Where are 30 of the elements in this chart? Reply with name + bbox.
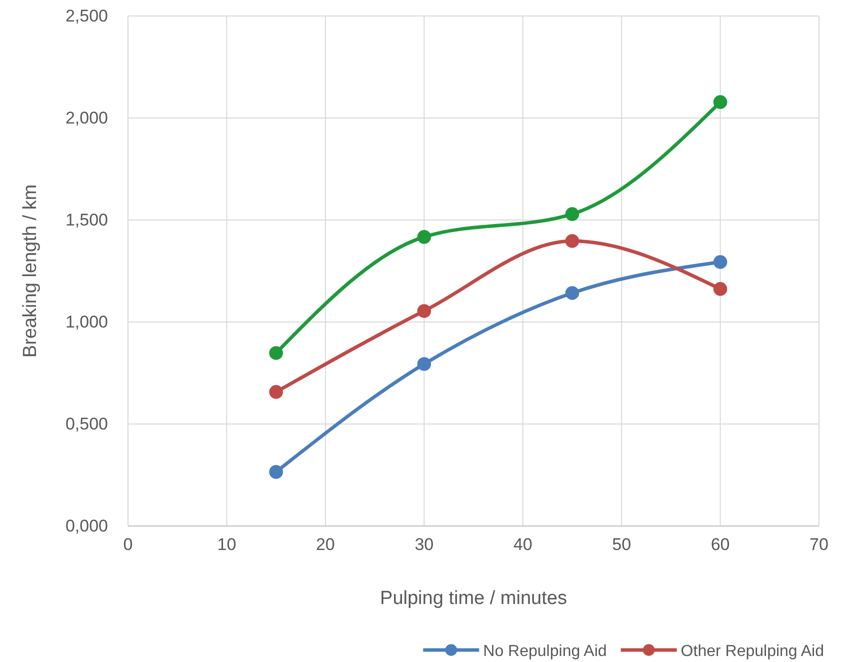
point xyxy=(713,255,728,269)
x-tick-label: 20 xyxy=(316,535,335,554)
x-tick-label: 70 xyxy=(810,535,828,554)
y-tick-label: 1,500 xyxy=(65,210,108,230)
y-tick-label: 0,000 xyxy=(65,516,108,536)
y-axis-title: Breaking length / km xyxy=(20,184,41,358)
point xyxy=(565,286,580,300)
point xyxy=(565,234,580,248)
point xyxy=(713,282,728,296)
x-tick-label: 50 xyxy=(612,535,632,554)
x-tick-label: 10 xyxy=(217,535,236,554)
legend-label: No Repulping Aid xyxy=(483,643,607,660)
y-tick-label: 2,000 xyxy=(65,108,108,128)
point xyxy=(417,357,432,371)
point xyxy=(269,346,283,360)
point xyxy=(269,465,283,479)
point xyxy=(417,230,432,244)
x-tick-label: 0 xyxy=(123,535,133,554)
x-tick-label: 40 xyxy=(513,535,532,554)
point xyxy=(713,95,728,109)
point xyxy=(565,207,580,221)
x-tick-label: 30 xyxy=(414,535,434,554)
x-tick-label: 60 xyxy=(710,535,730,554)
point xyxy=(269,385,283,399)
x-axis-title: Pulping time / minutes xyxy=(380,588,567,609)
legend-label: Other Repulping Aid xyxy=(680,643,824,660)
y-tick-label: 2,500 xyxy=(65,6,108,26)
point xyxy=(417,304,432,318)
y-tick-label: 0,500 xyxy=(65,414,108,434)
y-tick-label: 1,000 xyxy=(65,312,108,332)
